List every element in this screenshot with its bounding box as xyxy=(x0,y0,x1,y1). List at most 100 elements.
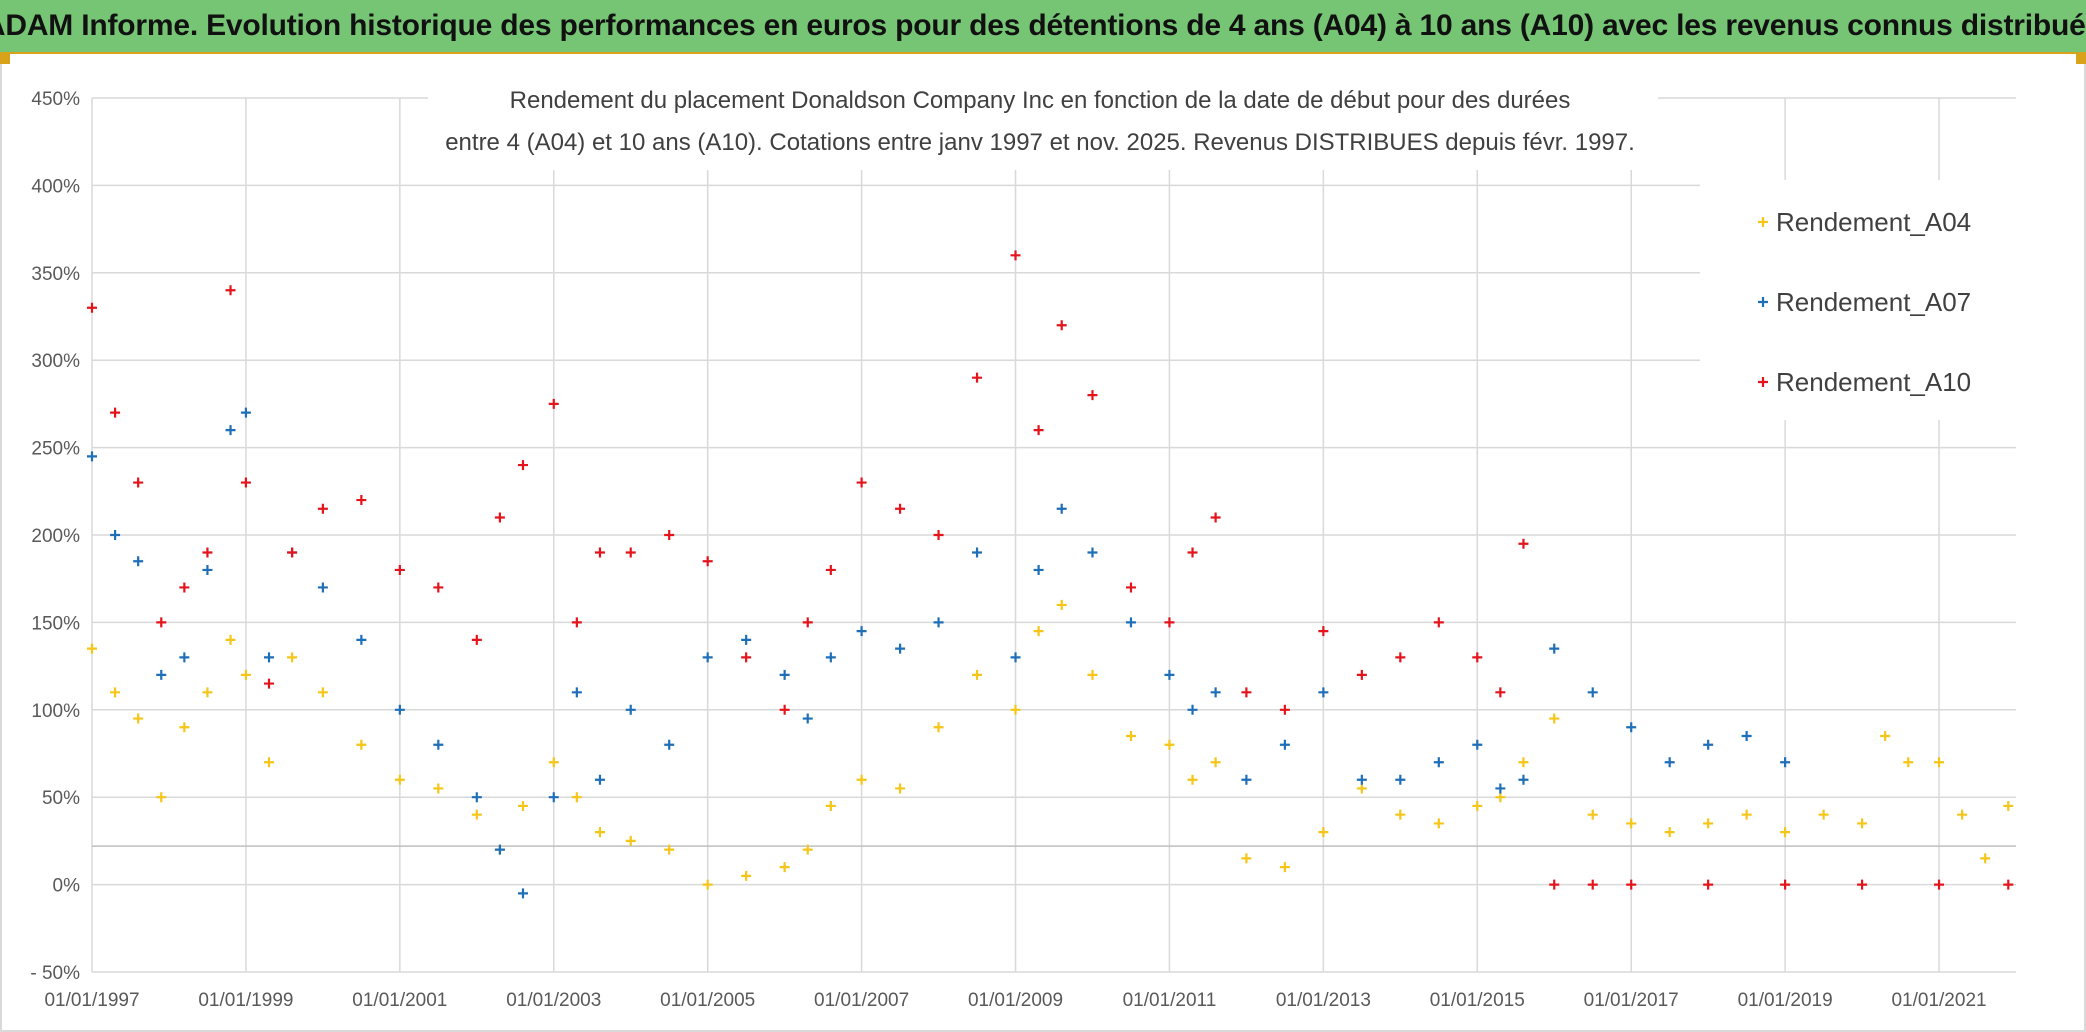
y-tick-label: 250% xyxy=(31,439,80,460)
data-point xyxy=(1741,731,1752,742)
data-point xyxy=(1087,390,1098,401)
data-point xyxy=(394,704,405,715)
data-point xyxy=(1957,809,1968,820)
frame-corner-left xyxy=(0,54,10,64)
data-point xyxy=(625,704,636,715)
series-Rendement_A10 xyxy=(87,250,2014,890)
x-tick-label: 01/01/1997 xyxy=(44,990,139,1011)
data-point xyxy=(494,844,505,855)
data-point xyxy=(594,774,605,785)
data-point xyxy=(1587,687,1598,698)
data-point xyxy=(1703,818,1714,829)
data-point xyxy=(1187,547,1198,558)
data-point xyxy=(240,407,251,418)
data-point xyxy=(1626,722,1637,733)
data-point xyxy=(1356,669,1367,680)
data-point xyxy=(664,739,675,750)
legend-label-Rendement_A04: Rendement_A04 xyxy=(1776,207,1971,237)
data-point xyxy=(179,582,190,593)
data-point xyxy=(202,547,213,558)
x-tick-label: 01/01/2013 xyxy=(1276,990,1371,1011)
data-point xyxy=(1549,713,1560,724)
series-Rendement_A04 xyxy=(87,599,2014,890)
data-point xyxy=(664,844,675,855)
data-point xyxy=(779,669,790,680)
data-point xyxy=(1857,818,1868,829)
data-point xyxy=(1934,757,1945,768)
data-point xyxy=(548,757,559,768)
chart-title-line2: entre 4 (A04) et 10 ans (A10). Cotations… xyxy=(445,129,1635,156)
data-point xyxy=(702,652,713,663)
x-tick-label: 01/01/2019 xyxy=(1738,990,1833,1011)
data-point xyxy=(394,774,405,785)
data-point xyxy=(933,530,944,540)
data-point xyxy=(1241,774,1252,785)
data-point xyxy=(1125,731,1136,742)
y-tick-label: 400% xyxy=(31,176,80,197)
data-point xyxy=(741,870,752,881)
data-point xyxy=(356,739,367,750)
data-point xyxy=(240,477,251,488)
data-point xyxy=(1626,818,1637,829)
data-point xyxy=(179,722,190,733)
data-point xyxy=(1210,757,1221,768)
data-point xyxy=(317,582,328,593)
data-point xyxy=(1780,879,1791,890)
data-point xyxy=(433,582,444,593)
data-point xyxy=(594,547,605,558)
data-point xyxy=(1164,669,1175,680)
data-point xyxy=(471,634,482,645)
data-point xyxy=(264,652,275,663)
data-point xyxy=(895,783,906,794)
legend-label-Rendement_A10: Rendement_A10 xyxy=(1776,367,1971,397)
data-point xyxy=(1356,783,1367,794)
data-point xyxy=(825,800,836,811)
data-point xyxy=(1164,739,1175,750)
data-point xyxy=(1780,757,1791,768)
data-point xyxy=(1318,626,1329,637)
data-point xyxy=(494,512,505,523)
data-point xyxy=(1125,582,1136,593)
x-tick-label: 01/01/2015 xyxy=(1430,990,1525,1011)
data-point xyxy=(2003,879,2014,890)
chart-title-background xyxy=(428,86,1658,170)
data-point xyxy=(1279,704,1290,715)
x-tick-label: 01/01/2003 xyxy=(506,990,601,1011)
data-point xyxy=(856,477,867,488)
data-point xyxy=(895,503,906,514)
data-point xyxy=(1495,792,1506,803)
data-point xyxy=(1056,503,1067,514)
data-point xyxy=(1433,818,1444,829)
data-point xyxy=(741,634,752,645)
x-tick-label: 01/01/2007 xyxy=(814,990,909,1011)
data-point xyxy=(779,704,790,715)
data-point xyxy=(133,556,144,567)
data-point xyxy=(933,617,944,628)
data-point xyxy=(317,687,328,698)
data-point xyxy=(1318,827,1329,838)
data-point xyxy=(1703,879,1714,890)
data-point xyxy=(741,652,752,663)
grid-lines xyxy=(91,97,2016,973)
data-point xyxy=(1880,731,1891,742)
data-point xyxy=(1241,687,1252,698)
data-point xyxy=(1010,250,1021,261)
data-point xyxy=(1087,547,1098,558)
data-point xyxy=(202,564,213,575)
x-tick-label: 01/01/2009 xyxy=(968,990,1063,1011)
data-point xyxy=(1210,687,1221,698)
data-point xyxy=(571,792,582,803)
data-point xyxy=(1495,783,1506,794)
data-point xyxy=(110,687,121,698)
data-point xyxy=(225,425,236,436)
header-title: ADAM Informe. Evolution historique des p… xyxy=(0,9,2086,42)
data-point xyxy=(1056,320,1067,331)
data-point xyxy=(1472,739,1483,750)
data-point xyxy=(1495,687,1506,698)
data-point xyxy=(1664,827,1675,838)
data-point xyxy=(625,835,636,846)
data-point xyxy=(1010,704,1021,715)
data-point xyxy=(702,556,713,567)
frame-corner-right xyxy=(2076,54,2086,64)
